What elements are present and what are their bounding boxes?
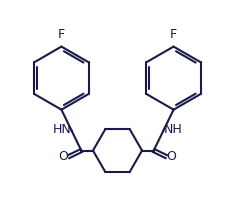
Text: NH: NH xyxy=(164,123,182,136)
Text: F: F xyxy=(58,28,65,41)
Text: O: O xyxy=(59,150,68,163)
Text: F: F xyxy=(170,28,177,41)
Text: O: O xyxy=(167,150,176,163)
Text: HN: HN xyxy=(53,123,71,136)
